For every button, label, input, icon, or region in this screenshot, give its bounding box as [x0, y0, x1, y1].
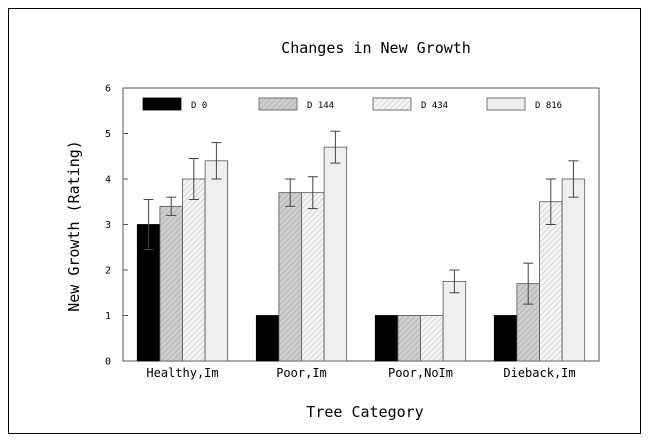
bar	[323, 146, 348, 362]
legend-swatch	[486, 97, 526, 111]
chart-frame: Changes in New Growth 0 1 2 3 4 5 6 Healthy,Im…	[8, 8, 641, 434]
bar	[278, 192, 302, 362]
bar	[301, 192, 325, 362]
y-tick-label: 5	[105, 129, 111, 140]
chart-title: Changes in New Growth	[281, 39, 471, 57]
legend-label: D 0	[191, 101, 207, 111]
y-axis-label: New Growth (Rating)	[65, 140, 83, 312]
y-tick-label: 6	[105, 84, 111, 95]
bar-chart: Changes in New Growth 0 1 2 3 4 5 6 Healthy,Im…	[65, 39, 600, 421]
bar	[159, 205, 183, 362]
legend-swatch	[258, 97, 298, 111]
y-tick-label: 3	[105, 220, 111, 231]
bar	[442, 280, 467, 362]
legend-label: D 816	[535, 101, 562, 111]
bar	[204, 160, 229, 362]
bar	[182, 178, 206, 362]
y-tick-label: 1	[105, 311, 111, 322]
bar	[374, 315, 399, 362]
x-category-label: Poor,NoIm	[388, 366, 453, 380]
y-tick-label: 2	[105, 266, 111, 277]
x-axis-label: Tree Category	[306, 403, 423, 421]
y-tick-label: 0	[105, 357, 111, 368]
legend-swatch	[142, 97, 182, 111]
legend-swatch	[372, 97, 412, 111]
x-category-label: Healthy,Im	[146, 366, 218, 380]
y-tick-label: 4	[105, 175, 111, 186]
bar	[420, 315, 444, 362]
legend-label: D 434	[421, 101, 448, 111]
x-category-label: Poor,Im	[276, 366, 327, 380]
bar	[255, 315, 280, 362]
bar	[539, 201, 563, 362]
x-category-label: Dieback,Im	[503, 366, 575, 380]
legend-label: D 144	[307, 101, 334, 111]
bar	[397, 315, 421, 362]
bar	[561, 178, 586, 362]
bar	[493, 315, 518, 362]
